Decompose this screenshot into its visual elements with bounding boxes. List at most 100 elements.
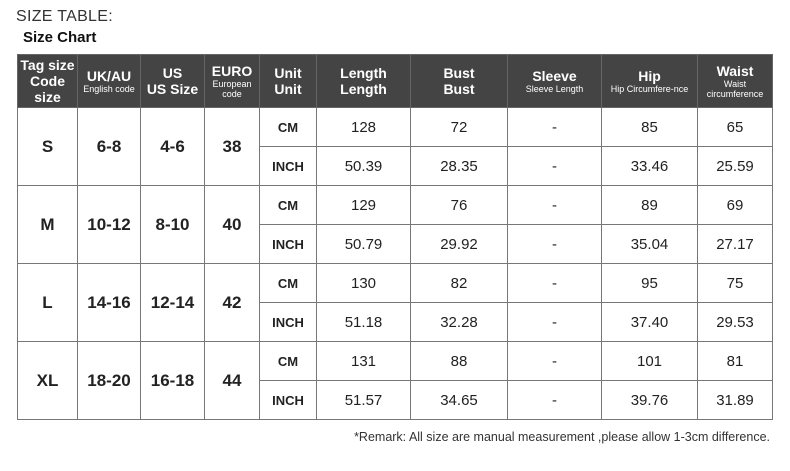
measurement-cell: 131 (316, 341, 411, 381)
column-header: Waist Waist circumference (697, 54, 773, 108)
header-sub: Code size (30, 73, 65, 105)
measurement-cell: 85 (601, 107, 698, 147)
size-us: 16-18 (140, 341, 205, 420)
size-tag: S (17, 107, 78, 186)
measurement-cell: 25.59 (697, 146, 773, 186)
measurement-cell: 51.57 (316, 380, 411, 420)
measurement-cell: 29.92 (410, 224, 508, 264)
column-header: EURO European code (204, 54, 260, 108)
table-row: XL 18-20 16-18 44 CM 131 88-101 81 (17, 341, 773, 420)
measurement-cell: 130 (316, 263, 411, 303)
measurement-cell: 35.04 (601, 224, 698, 264)
size-tag: M (17, 185, 78, 264)
header-sub: Waist circumference (706, 79, 764, 99)
measurement-cell: 51.18 (316, 302, 411, 342)
header-sub: Sleeve Length (525, 84, 584, 94)
measurement-cell: 39.76 (601, 380, 698, 420)
size-uk: 6-8 (77, 107, 141, 186)
measurement-cell: 89 (601, 185, 698, 225)
header-sub: European code (212, 79, 252, 99)
measurement-cell: 32.28 (410, 302, 508, 342)
measurement-cell: - (507, 341, 602, 381)
measurement-cell: - (507, 263, 602, 303)
table-row: M 10-12 8-10 40 CM 129 76-89 69 (17, 185, 773, 264)
unit-cell: CM (259, 107, 317, 147)
measurement-cell: 37.40 (601, 302, 698, 342)
table-row: S 6-8 4-6 38 CM 128 72-85 65 (17, 107, 773, 186)
measurement-cell: 82 (410, 263, 508, 303)
table-row: INCH 50.79 29.92-35.04 27.17 (18, 224, 773, 264)
measurement-cell: 34.65 (410, 380, 508, 420)
page-title: SIZE TABLE: (16, 8, 113, 25)
table-row: INCH 50.39 28.35-33.46 25.59 (18, 146, 773, 186)
measurement-cell: 95 (601, 263, 698, 303)
measurement-cell: 88 (410, 341, 508, 381)
size-euro: 42 (204, 263, 260, 342)
measurement-cell: 65 (697, 107, 773, 147)
unit-cell: CM (259, 185, 317, 225)
size-euro: 38 (204, 107, 260, 186)
unit-cell: CM (259, 341, 317, 381)
size-table: Tag size Code size UK/AU English code US US S… (17, 54, 773, 420)
measurement-cell: 72 (410, 107, 508, 147)
size-tag: XL (17, 341, 78, 420)
header-main: Length (340, 65, 387, 81)
measurement-cell: 27.17 (697, 224, 773, 264)
header-main: Tag size (20, 57, 75, 73)
measurement-cell: 69 (697, 185, 773, 225)
column-header: Hip Hip Circumfere-nce (601, 54, 698, 108)
header-main: Hip (638, 68, 661, 84)
measurement-cell: 50.39 (316, 146, 411, 186)
header-sub: US Size (146, 81, 199, 97)
header-sub: Hip Circumfere-nce (610, 84, 689, 94)
measurement-cell: - (507, 146, 602, 186)
header-main: EURO (211, 63, 253, 79)
measurement-cell: - (507, 224, 602, 264)
size-euro: 44 (204, 341, 260, 420)
measurement-cell: 129 (316, 185, 411, 225)
header-main: Waist (716, 63, 754, 79)
unit-cell: CM (259, 263, 317, 303)
unit-cell: INCH (259, 302, 317, 342)
column-header: UK/AU English code (77, 54, 141, 108)
measurement-cell: 28.35 (410, 146, 508, 186)
measurement-cell: 50.79 (316, 224, 411, 264)
measurement-cell: - (507, 302, 602, 342)
column-header: Length Length (316, 54, 411, 108)
size-uk: 14-16 (77, 263, 141, 342)
header-main: Bust (443, 65, 475, 81)
measurement-cell: 33.46 (601, 146, 698, 186)
measurement-cell: - (507, 380, 602, 420)
size-us: 4-6 (140, 107, 205, 186)
size-uk: 10-12 (77, 185, 141, 264)
header-sub: Bust (443, 81, 475, 97)
measurement-cell: 81 (697, 341, 773, 381)
column-header: US US Size (140, 54, 205, 108)
size-us: 8-10 (140, 185, 205, 264)
header-sub: Length (340, 81, 387, 97)
measurement-cell: 31.89 (697, 380, 773, 420)
column-header: Unit Unit (259, 54, 317, 108)
header-main: Unit (274, 65, 302, 81)
unit-cell: INCH (259, 146, 317, 186)
column-header: Bust Bust (410, 54, 508, 108)
header-main: UK/AU (86, 68, 132, 84)
header-sub: English code (83, 84, 135, 94)
size-euro: 40 (204, 185, 260, 264)
chart-subtitle: Size Chart (23, 29, 97, 46)
header-main: Sleeve (532, 68, 577, 84)
table-row: L 14-16 12-14 42 CM 130 82-95 75 (17, 263, 773, 342)
size-uk: 18-20 (77, 341, 141, 420)
measurement-cell: 29.53 (697, 302, 773, 342)
table-row: INCH 51.18 32.28-37.40 29.53 (18, 302, 773, 342)
measurement-cell: 75 (697, 263, 773, 303)
measurement-cell: 76 (410, 185, 508, 225)
measurement-cell: - (507, 107, 602, 147)
measurement-cell: - (507, 185, 602, 225)
column-header: Tag size Code size (17, 54, 78, 108)
unit-cell: INCH (259, 224, 317, 264)
measurement-cell: 128 (316, 107, 411, 147)
table-row: INCH 51.57 34.65-39.76 31.89 (18, 380, 773, 420)
size-us: 12-14 (140, 263, 205, 342)
size-tag: L (17, 263, 78, 342)
